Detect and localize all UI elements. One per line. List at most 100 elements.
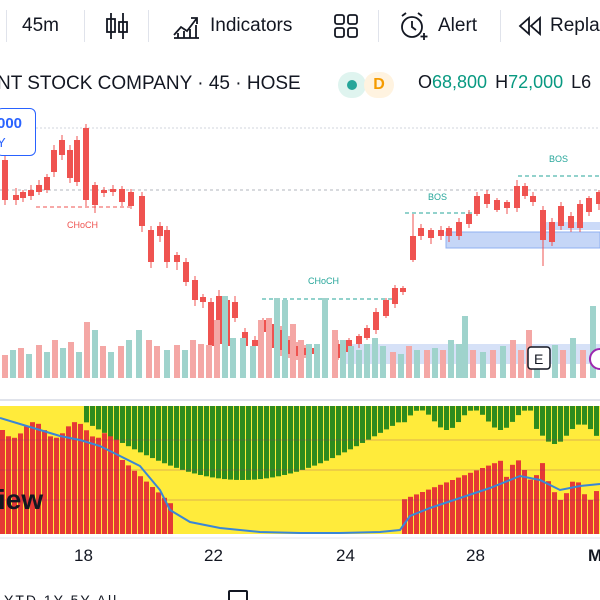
osc-red-bar <box>84 430 89 534</box>
volume-bar <box>68 342 74 378</box>
osc-green-bar <box>324 406 329 461</box>
volume-bar <box>398 354 404 378</box>
volume-bar <box>518 350 524 378</box>
osc-green-bar <box>102 406 107 433</box>
volume-bar <box>2 355 8 378</box>
candle-body <box>438 230 444 236</box>
demand-zone <box>445 231 600 249</box>
time-axis-label: 24 <box>336 546 355 565</box>
candle-body <box>74 140 80 182</box>
osc-green-bar <box>270 406 275 478</box>
osc-red-bar <box>0 430 5 534</box>
osc-red-bar <box>492 463 497 534</box>
osc-red-bar <box>60 433 65 534</box>
volume-bar <box>10 350 16 378</box>
osc-green-bar <box>120 406 125 443</box>
osc-green-bar <box>228 406 233 480</box>
osc-green-bar <box>534 406 539 429</box>
osc-green-bar <box>138 406 143 453</box>
interval-button[interactable]: 45m <box>22 0 59 52</box>
volume-bar <box>198 344 204 378</box>
candle-body <box>128 192 134 206</box>
volume-bar <box>250 346 256 378</box>
choch-label-left: CHoCH <box>67 220 98 230</box>
candle-body <box>174 255 180 262</box>
replay-button[interactable]: Repla <box>518 0 600 52</box>
event-marker[interactable]: E <box>527 346 551 370</box>
osc-red-bar <box>534 475 539 534</box>
volume-bar <box>36 345 42 378</box>
alert-button[interactable]: Alert <box>398 0 477 52</box>
osc-green-bar <box>198 406 203 475</box>
osc-red-bar <box>162 497 167 534</box>
range-buttons[interactable]: YTD 1Y 5Y All <box>4 592 119 600</box>
volume-bar <box>432 348 438 378</box>
osc-green-bar <box>186 406 191 472</box>
candle-body <box>364 328 370 338</box>
osc-green-bar <box>282 406 287 475</box>
osc-green-bar <box>90 406 95 426</box>
osc-green-bar <box>420 406 425 411</box>
candle-body <box>252 340 258 346</box>
volume-bar <box>406 346 412 378</box>
volume-bar <box>240 338 246 378</box>
osc-green-bar <box>528 406 533 411</box>
volume-bar <box>146 340 152 378</box>
osc-red-bar <box>546 481 551 534</box>
osc-green-bar <box>486 406 491 422</box>
osc-green-bar <box>144 406 149 456</box>
candle-body <box>101 190 107 193</box>
volume-bar <box>340 340 346 378</box>
choch-label-mid: CHoCH <box>308 276 339 286</box>
volume-bar <box>390 352 396 378</box>
candle-body <box>164 230 170 262</box>
osc-red-bar <box>108 426 113 534</box>
osc-green-bar <box>564 406 569 436</box>
osc-red-bar <box>588 499 593 534</box>
osc-red-bar <box>516 460 521 534</box>
volume-bar <box>206 345 212 378</box>
volume-bar <box>84 322 90 378</box>
indicators-button[interactable]: Indicators <box>172 0 292 52</box>
osc-red-bar <box>78 423 83 534</box>
osc-green-bar <box>126 406 131 447</box>
volume-bar <box>118 346 124 378</box>
open-value: 68,800 <box>432 72 488 92</box>
osc-red-bar <box>594 491 599 534</box>
volume-bar <box>590 306 596 378</box>
replay-marker-icon[interactable] <box>589 348 600 370</box>
osc-red-bar <box>72 422 77 534</box>
osc-green-bar <box>480 406 485 415</box>
volume-bar <box>552 345 558 378</box>
volume-bar <box>190 340 196 378</box>
osc-red-bar <box>468 472 473 534</box>
layouts-button[interactable] <box>333 0 359 52</box>
osc-green-bar <box>594 406 599 436</box>
volume-bar <box>372 338 378 378</box>
osc-red-bar <box>120 460 125 534</box>
market-status-indicator[interactable] <box>338 72 366 98</box>
layouts-icon <box>333 13 359 39</box>
osc-green-bar <box>522 406 527 411</box>
volume-bar <box>164 350 170 378</box>
candle-body <box>208 302 214 346</box>
interval-badge[interactable]: D <box>364 72 394 98</box>
osc-red-bar <box>138 476 143 534</box>
price-tag[interactable]: 000 Y <box>0 108 36 156</box>
candle-body <box>2 160 8 200</box>
symbol-title[interactable]: NT STOCK COMPANY · 45 · HOSE <box>0 73 301 94</box>
candle-body <box>20 192 26 198</box>
volume-bar <box>282 300 288 378</box>
candle-body <box>586 198 592 212</box>
toolbar-divider <box>148 10 149 42</box>
volume-bar <box>348 346 354 378</box>
candle-body <box>484 194 490 204</box>
chart-type-button[interactable] <box>104 0 130 52</box>
osc-red-bar <box>36 423 41 534</box>
osc-red-bar <box>66 426 71 534</box>
osc-red-bar <box>462 475 467 534</box>
candle-body <box>36 185 42 192</box>
calendar-icon[interactable] <box>228 590 248 600</box>
candle-body <box>428 230 434 238</box>
